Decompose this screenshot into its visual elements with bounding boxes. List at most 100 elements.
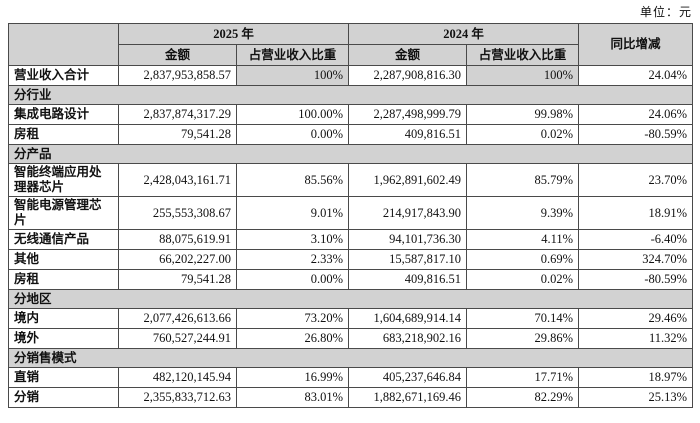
yoy-value: 23.70%	[578, 163, 694, 197]
table-row: 营业收入合计 2,837,953,858.57 100% 2,287,908,816.…	[8, 65, 694, 86]
ratio-2024: 29.86%	[466, 328, 580, 349]
amount-2025: 2,428,043,161.71	[118, 163, 237, 197]
amount-2025: 79,541.28	[118, 269, 237, 290]
ratio-2024: 0.02%	[466, 269, 580, 290]
amount-2024-header: 金额	[348, 44, 468, 66]
table-row: 智能终端应用处理器芯片 2,428,043,161.71 85.56% 1,962,8…	[8, 163, 694, 197]
amount-2024: 409,816.51	[348, 124, 468, 145]
yoy-header: 同比增减	[578, 23, 694, 66]
yoy-value: 324.70%	[578, 249, 694, 270]
table-header: 2025 年 2024 年 同比增减 金额 占营业收入比重 金额 占营业收入比重	[8, 23, 694, 66]
row-label: 集成电路设计	[8, 104, 119, 125]
row-label: 分销	[8, 387, 119, 408]
yoy-value: 25.13%	[578, 387, 694, 408]
amount-2024: 94,101,736.30	[348, 229, 468, 250]
table-row: 境内 2,077,426,613.66 73.20% 1,604,689,914.14…	[8, 308, 694, 329]
ratio-2024: 4.11%	[466, 229, 580, 250]
yoy-value: -6.40%	[578, 229, 694, 250]
row-label: 房租	[8, 269, 119, 290]
yoy-value: -80.59%	[578, 269, 694, 290]
table-row: 分销 2,355,833,712.63 83.01% 1,882,671,169.46…	[8, 387, 694, 408]
amount-2025: 2,837,953,858.57	[118, 65, 237, 86]
ratio-2024: 99.98%	[466, 104, 580, 125]
ratio-2025: 16.99%	[235, 367, 350, 388]
section-row: 分地区	[7, 289, 694, 309]
amount-2025: 255,553,308.67	[118, 196, 237, 230]
amount-2025: 66,202,227.00	[118, 249, 237, 270]
row-label: 智能电源管理芯片	[8, 196, 119, 230]
ratio-2025: 0.00%	[235, 124, 350, 145]
section-row: 分行业	[7, 85, 694, 105]
ratio-2024: 85.79%	[466, 163, 580, 197]
section-row: 分产品	[7, 144, 694, 164]
ratio-2024: 17.71%	[466, 367, 580, 388]
ratio-2024: 0.69%	[466, 249, 580, 270]
ratio-2024: 0.02%	[466, 124, 580, 145]
table-row: 直销 482,120,145.94 16.99% 405,237,646.84 17.7…	[8, 367, 694, 388]
yoy-value: 18.91%	[578, 196, 694, 230]
amount-2024: 2,287,908,816.30	[348, 65, 468, 86]
yoy-value: -80.59%	[578, 124, 694, 145]
amount-2024: 683,218,902.16	[348, 328, 468, 349]
amount-2025-header: 金额	[118, 44, 237, 66]
ratio-2024-header: 占营业收入比重	[466, 44, 580, 66]
yoy-value: 11.32%	[578, 328, 694, 349]
row-label: 境外	[8, 328, 119, 349]
yoy-value: 18.97%	[578, 367, 694, 388]
row-label: 房租	[8, 124, 119, 145]
ratio-2024: 100%	[466, 65, 580, 86]
ratio-2025: 100%	[235, 65, 350, 86]
row-label: 境内	[8, 308, 119, 329]
row-label: 直销	[8, 367, 119, 388]
section-label: 分地区	[7, 289, 694, 309]
row-label: 其他	[8, 249, 119, 270]
header-row-years: 2025 年 2024 年 同比增减	[8, 23, 694, 66]
ratio-2025: 85.56%	[235, 163, 350, 197]
ratio-2024: 70.14%	[466, 308, 580, 329]
yoy-value: 29.46%	[578, 308, 694, 329]
table-row: 智能电源管理芯片 255,553,308.67 9.01% 214,917,843.9…	[8, 196, 694, 230]
amount-2025: 482,120,145.94	[118, 367, 237, 388]
amount-2024: 1,962,891,602.49	[348, 163, 468, 197]
ratio-2025: 3.10%	[235, 229, 350, 250]
row-label: 营业收入合计	[8, 65, 119, 86]
row-label: 无线通信产品	[8, 229, 119, 250]
ratio-2024: 82.29%	[466, 387, 580, 408]
table-row: 无线通信产品 88,075,619.91 3.10% 94,101,736.30 4.1…	[8, 229, 694, 250]
amount-2024: 2,287,498,999.79	[348, 104, 468, 125]
table-row: 境外 760,527,244.91 26.80% 683,218,902.16 29.8…	[8, 328, 694, 349]
header-row-measures: 金额 占营业收入比重 金额 占营业收入比重	[8, 44, 693, 66]
yoy-value: 24.04%	[578, 65, 694, 86]
revenue-breakdown-table: 2025 年 2024 年 同比增减 金额 占营业收入比重 金额 占营业收入比重…	[7, 23, 694, 408]
ratio-2025: 2.33%	[235, 249, 350, 270]
ratio-2025: 9.01%	[235, 196, 350, 230]
amount-2024: 1,604,689,914.14	[348, 308, 468, 329]
section-label: 分销售模式	[7, 348, 694, 368]
table-row: 其他 66,202,227.00 2.33% 15,587,817.10 0.69% 32…	[8, 249, 694, 270]
table-row: 房租 79,541.28 0.00% 409,816.51 0.02% -80.59%	[8, 269, 694, 290]
ratio-2024: 9.39%	[466, 196, 580, 230]
year-2024-header: 2024 年	[348, 23, 580, 45]
section-label: 分产品	[7, 144, 694, 164]
amount-2024: 15,587,817.10	[348, 249, 468, 270]
section-label: 分行业	[7, 85, 694, 105]
amount-2024: 405,237,646.84	[348, 367, 468, 388]
table-row: 房租 79,541.28 0.00% 409,816.51 0.02% -80.59%	[8, 124, 694, 145]
ratio-2025: 100.00%	[235, 104, 350, 125]
section-row: 分销售模式	[7, 348, 694, 368]
table-body: 营业收入合计 2,837,953,858.57 100% 2,287,908,816.…	[7, 65, 694, 408]
amount-2024: 1,882,671,169.46	[348, 387, 468, 408]
amount-2025: 2,355,833,712.63	[118, 387, 237, 408]
amount-2025: 88,075,619.91	[118, 229, 237, 250]
amount-2025: 2,077,426,613.66	[118, 308, 237, 329]
ratio-2025-header: 占营业收入比重	[235, 44, 350, 66]
amount-2025: 79,541.28	[118, 124, 237, 145]
table-row: 集成电路设计 2,837,874,317.29 100.00% 2,287,498,9…	[8, 104, 694, 125]
unit-label: 单位：元	[639, 5, 692, 19]
ratio-2025: 83.01%	[235, 387, 350, 408]
ratio-2025: 26.80%	[235, 328, 350, 349]
corner-blank-cell	[8, 23, 119, 66]
ratio-2025: 0.00%	[235, 269, 350, 290]
amount-2025: 760,527,244.91	[118, 328, 237, 349]
